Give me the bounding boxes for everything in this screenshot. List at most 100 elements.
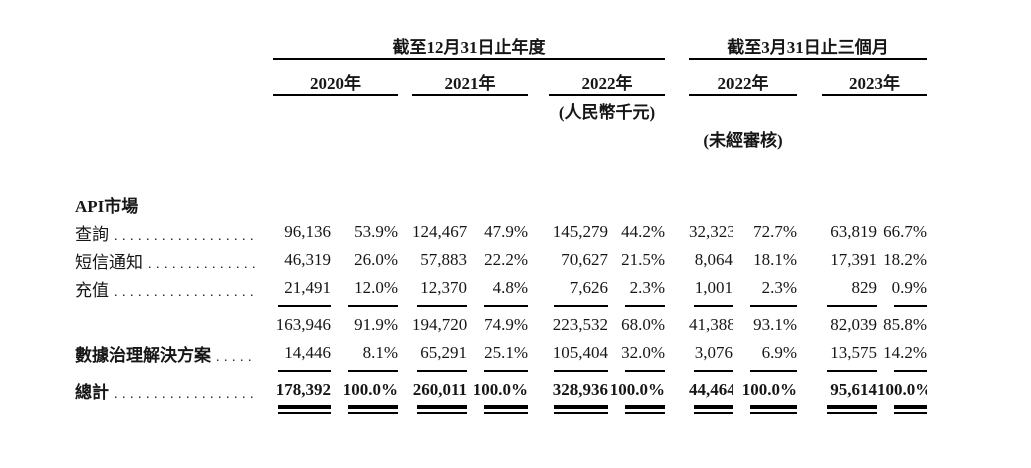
rule-line [278, 305, 331, 307]
spacer-cell [75, 30, 255, 59]
percent-cell: 4.8% [492, 278, 528, 297]
amount-cell: 46,319 [284, 250, 331, 269]
spacer-cell [398, 59, 412, 95]
spacer-cell [665, 274, 689, 302]
rule-cell [689, 302, 733, 311]
col-group-quarterly-title: 截至3月31日止三個月 [689, 30, 928, 60]
spacer-cell [665, 302, 689, 311]
rule-cell [689, 404, 733, 418]
amount-cell: 82,039 [830, 315, 877, 334]
spacer-cell [665, 246, 689, 274]
amount-cell: 95,614 [830, 380, 877, 399]
dot-leader [211, 350, 255, 366]
percent-cell: 44.2% [621, 222, 665, 241]
amount-cell: 8,064 [694, 250, 733, 269]
amount-cell: 124,467 [412, 222, 467, 241]
spacer-cell [398, 404, 412, 418]
percent-cell: 8.1% [362, 343, 398, 362]
amount-cell: 21,491 [284, 278, 331, 297]
rule-line [484, 305, 528, 307]
spacer-cell [797, 367, 822, 376]
spacer-cell [797, 59, 822, 95]
double-rule-line [625, 405, 665, 414]
spacer-cell [665, 404, 689, 418]
table-row: API市場 [75, 191, 927, 218]
spacer-cell [822, 123, 927, 151]
amount-cell: 328,936 [552, 380, 608, 399]
table-row [75, 151, 927, 191]
spacer-cell [398, 367, 412, 376]
percent-cell: 21.5% [621, 250, 665, 269]
percent-cell: 12.0% [354, 278, 398, 297]
row-label-cell: 查詢 [75, 218, 255, 246]
percent-cell: 22.2% [484, 250, 528, 269]
rule-line [625, 305, 665, 307]
spacer-cell [797, 274, 822, 302]
row-label: 查詢 [75, 224, 109, 244]
spacer-cell [75, 151, 927, 191]
amount-cell: 260,011 [412, 380, 467, 399]
spacer-cell [255, 274, 273, 302]
rule-line [625, 370, 665, 372]
rule-line [694, 305, 733, 307]
dot-leader [143, 257, 255, 273]
rule-cell [549, 302, 608, 311]
percent-cell: 0.9% [891, 278, 928, 297]
spacer-cell [75, 123, 255, 151]
percent-cell: 53.9% [354, 222, 398, 241]
rule-row [75, 302, 928, 311]
spacer-cell [528, 246, 549, 274]
amount-cell: 145,279 [552, 222, 608, 241]
rule-cell [467, 302, 528, 311]
spacer-cell [398, 218, 412, 246]
spacer-cell [528, 339, 549, 367]
spacer-cell [528, 95, 549, 123]
financial-table: 截至12月31日止年度 截至3月31日止三個月 2020年 2021年 2022… [75, 30, 928, 418]
amount-cell: 178,392 [275, 380, 331, 399]
table-row: 總計 178,392 100.0% 260,011 100.0% 328,936… [75, 376, 927, 404]
percent-cell: 25.1% [484, 343, 528, 362]
amount-cell: 3,076 [694, 343, 733, 362]
spacer-cell [797, 246, 822, 274]
percent-cell: 2.3% [761, 278, 797, 297]
spacer-cell [255, 302, 273, 311]
double-rule-line [417, 405, 467, 414]
amount-cell: 44,464 [689, 380, 733, 399]
spacer-cell [665, 339, 689, 367]
spacer-cell [75, 367, 255, 376]
percent-cell: 18.2% [883, 250, 928, 269]
percent-cell: 14.2% [883, 343, 928, 362]
rule-cell [608, 302, 665, 311]
spacer-cell [665, 311, 689, 339]
rule-line [348, 370, 398, 372]
amount-cell: 65,291 [420, 343, 467, 362]
year-header-2020: 2020年 [273, 59, 398, 96]
amount-cell: 32,323 [689, 222, 733, 241]
rule-cell [331, 367, 398, 376]
spacer-cell [75, 59, 255, 95]
spacer-cell [75, 95, 255, 123]
dot-leader [109, 285, 255, 301]
rule-cell [273, 367, 331, 376]
rule-line [417, 305, 467, 307]
spacer-cell [255, 311, 273, 339]
row-label-cell: 數據治理解決方案 [75, 339, 255, 367]
rule-cell [412, 302, 467, 311]
amount-cell: 17,391 [830, 250, 877, 269]
col-group-annual-title: 截至12月31日止年度 [273, 30, 665, 60]
spacer-cell [398, 339, 412, 367]
amount-cell: 12,370 [420, 278, 467, 297]
rule-cell [877, 367, 928, 376]
amount-cell: 96,136 [284, 222, 331, 241]
percent-cell: 93.1% [753, 315, 797, 334]
rule-cell [549, 367, 608, 376]
row-label-cell: 短信通知 [75, 246, 255, 274]
rule-cell [412, 367, 467, 376]
rule-cell [331, 302, 398, 311]
rule-line [554, 305, 608, 307]
row-label: 總計 [75, 382, 109, 402]
double-rule-line [484, 405, 528, 414]
spacer-cell [273, 123, 665, 151]
rule-cell [273, 404, 331, 418]
rule-line [417, 370, 467, 372]
